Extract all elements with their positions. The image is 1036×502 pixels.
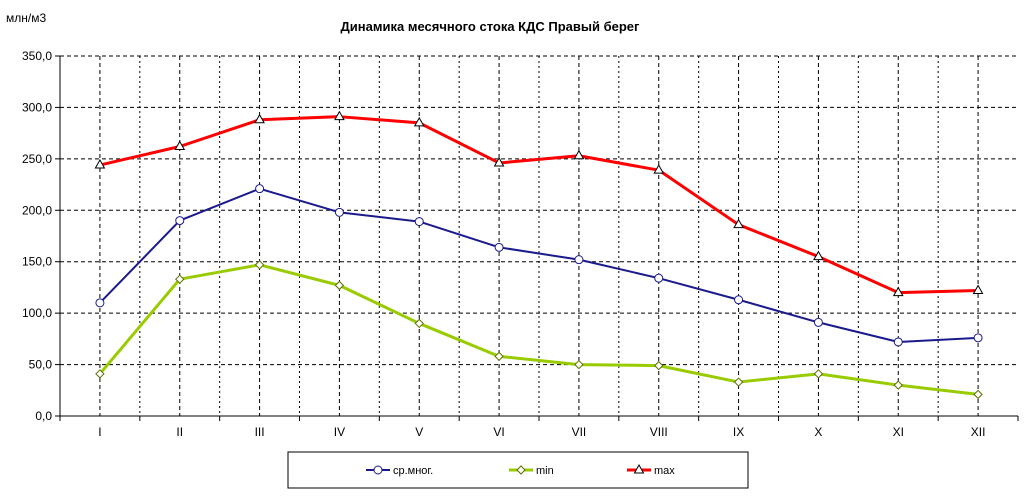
y-axis-unit-label: млн/м3 xyxy=(6,11,46,25)
data-point xyxy=(893,380,903,390)
legend: ср.мног. min max xyxy=(287,451,749,489)
x-tick-label: XII xyxy=(971,425,986,439)
series-ср-мног xyxy=(95,184,983,347)
data-point xyxy=(334,110,345,121)
x-tick-label: VI xyxy=(493,425,504,439)
series-line xyxy=(99,115,979,295)
data-point xyxy=(334,207,344,217)
data-point xyxy=(413,116,425,127)
data-point xyxy=(493,156,505,167)
x-tick-label: V xyxy=(415,425,423,439)
data-point xyxy=(893,337,903,347)
legend-marker xyxy=(516,465,526,475)
data-point xyxy=(573,149,585,160)
data-point xyxy=(973,333,983,343)
legend-label: ср.мног. xyxy=(393,465,433,477)
series-max xyxy=(94,110,984,297)
x-tick-label: X xyxy=(814,425,822,439)
y-tick-label: 250,0 xyxy=(22,152,52,166)
data-point xyxy=(813,369,824,379)
legend-label: max xyxy=(654,465,675,477)
series-min xyxy=(95,260,983,400)
data-point xyxy=(175,216,185,226)
y-tick-label: 100,0 xyxy=(22,306,52,320)
data-point xyxy=(733,377,744,387)
grid xyxy=(60,55,1018,416)
y-tick-label: 200,0 xyxy=(22,203,52,217)
data-point xyxy=(973,389,983,400)
data-point xyxy=(654,273,664,283)
axes xyxy=(55,55,1019,421)
data-point xyxy=(174,140,186,151)
data-point xyxy=(494,242,504,252)
x-tick-label: VII xyxy=(572,425,587,439)
x-tick-label: XI xyxy=(893,425,904,439)
legend-label: min xyxy=(536,465,554,477)
series-line xyxy=(99,187,979,343)
data-point xyxy=(95,298,105,308)
data-point xyxy=(972,284,984,295)
data-point xyxy=(414,318,424,329)
x-tick-label: I xyxy=(98,425,101,439)
data-point xyxy=(574,359,584,370)
x-tick-label: III xyxy=(255,425,265,439)
chart-title: Динамика месячного стока КДС Правый бере… xyxy=(341,19,640,34)
data-point xyxy=(414,217,424,227)
data-point xyxy=(254,260,265,270)
data-point xyxy=(94,159,106,169)
y-tick-label: 300,0 xyxy=(22,100,52,114)
x-tick-label: II xyxy=(176,425,183,439)
x-tick-labels: I II III IV V VI VII VIII IX X XI XII xyxy=(98,425,985,439)
data-point xyxy=(334,280,345,291)
data-point xyxy=(254,113,265,124)
y-tick-labels: 0,0 50,0 100,0 150,0 200,0 250,0 300,0 350,0 xyxy=(22,49,52,423)
legend-marker xyxy=(633,463,645,474)
legend-marker xyxy=(373,465,383,475)
data-point xyxy=(654,360,664,371)
data-point xyxy=(813,250,824,261)
data-point xyxy=(733,218,744,229)
data-point xyxy=(653,164,665,174)
data-point xyxy=(175,274,185,284)
y-tick-label: 50,0 xyxy=(29,358,53,372)
data-point xyxy=(494,351,504,362)
series-lines xyxy=(94,110,984,400)
y-tick-label: 150,0 xyxy=(22,255,52,269)
data-point xyxy=(255,184,265,194)
data-point xyxy=(95,369,105,379)
data-point xyxy=(813,317,823,327)
series-line xyxy=(98,263,979,396)
x-tick-label: IX xyxy=(733,425,744,439)
y-tick-label: 0,0 xyxy=(35,409,52,423)
x-tick-label: VIII xyxy=(650,425,668,439)
x-tick-label: IV xyxy=(334,425,345,439)
y-tick-label: 350,0 xyxy=(22,49,52,63)
data-point xyxy=(892,286,904,297)
data-point xyxy=(734,295,744,305)
data-point xyxy=(574,255,584,265)
